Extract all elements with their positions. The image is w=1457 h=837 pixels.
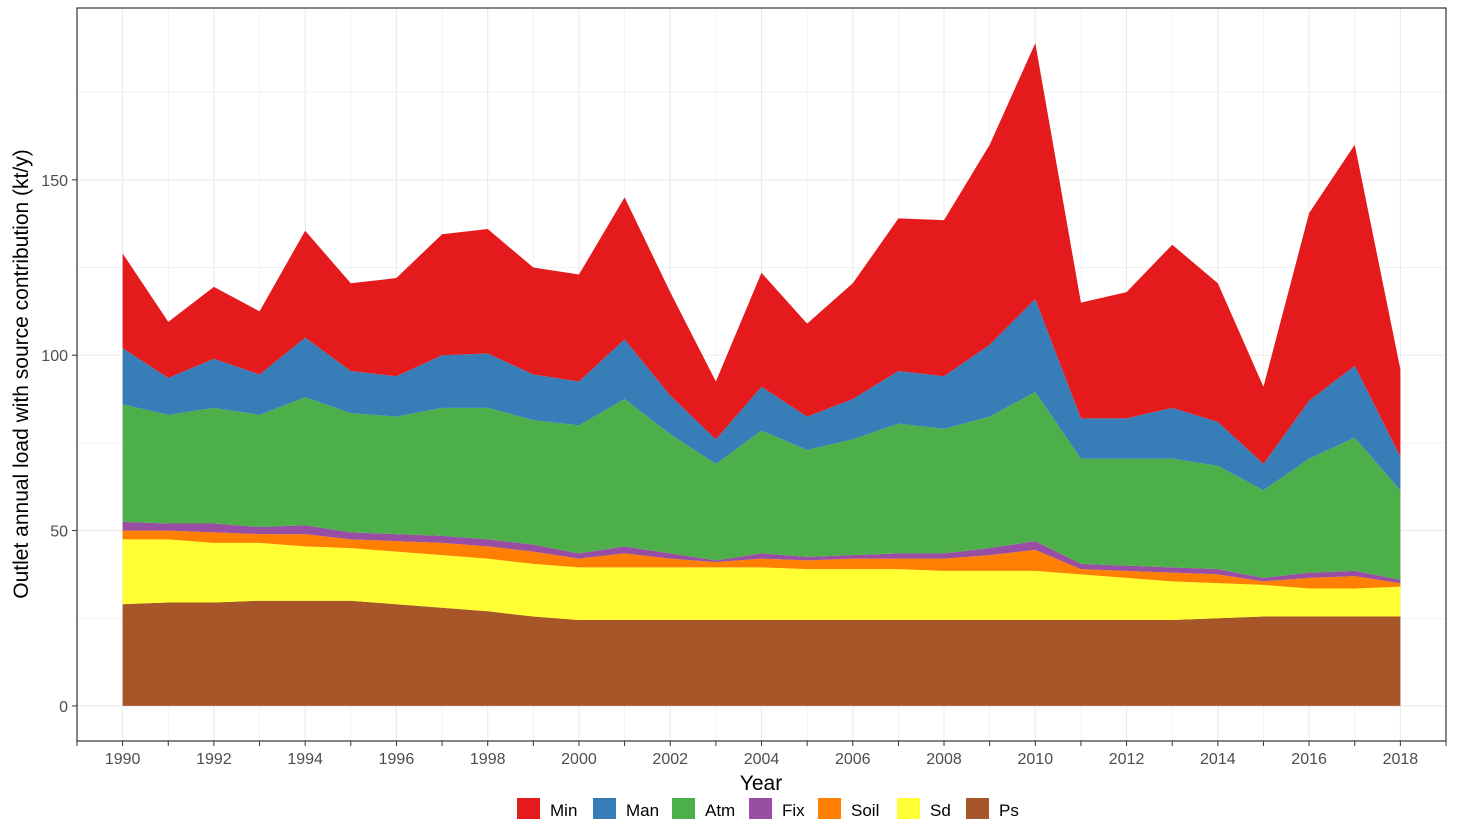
area-series-ps bbox=[122, 600, 1401, 706]
legend-item-fix: Fix bbox=[749, 798, 805, 820]
legend-swatch bbox=[897, 798, 920, 819]
x-tick-label: 2010 bbox=[1018, 751, 1054, 768]
legend-label: Atm bbox=[705, 801, 735, 820]
legend-item-ps: Ps bbox=[966, 798, 1019, 820]
area-series-man bbox=[122, 299, 1401, 491]
x-tick-label: 2018 bbox=[1383, 751, 1419, 768]
x-tick-label: 2000 bbox=[561, 751, 597, 768]
x-tick-label: 1990 bbox=[105, 751, 141, 768]
legend-label: Ps bbox=[999, 801, 1019, 820]
legend-label: Soil bbox=[851, 801, 879, 820]
legend-item-min: Min bbox=[517, 798, 577, 820]
x-tick-label: 2014 bbox=[1200, 751, 1236, 768]
legend-label: Min bbox=[550, 801, 577, 820]
x-tick-label: 2004 bbox=[744, 751, 780, 768]
x-axis-title: Year bbox=[740, 772, 782, 795]
legend-item-sd: Sd bbox=[897, 798, 951, 820]
x-tick-label: 1992 bbox=[196, 751, 232, 768]
y-axis-title: Outlet annual load with source contribut… bbox=[10, 149, 33, 598]
y-axis: 0 50 100 150 bbox=[41, 173, 77, 716]
area-series-fix bbox=[122, 521, 1401, 584]
legend-item-atm: Atm bbox=[672, 798, 735, 820]
y-tick-label: 150 bbox=[41, 173, 68, 190]
legend-swatch bbox=[517, 798, 540, 819]
x-tick-label: 2002 bbox=[652, 751, 688, 768]
legend-swatch bbox=[672, 798, 695, 819]
legend-swatch bbox=[593, 798, 616, 819]
legend-swatch bbox=[749, 798, 772, 819]
legend-label: Fix bbox=[782, 801, 805, 820]
legend-item-man: Man bbox=[593, 798, 659, 820]
area-series-soil bbox=[122, 530, 1401, 589]
y-tick-label: 0 bbox=[59, 699, 68, 716]
y-tick-label: 100 bbox=[41, 348, 68, 365]
x-tick-label: 1996 bbox=[379, 751, 415, 768]
x-tick-label: 1998 bbox=[470, 751, 506, 768]
area-series-sd bbox=[122, 539, 1401, 620]
area-series-atm bbox=[122, 392, 1401, 580]
x-tick-label: 2012 bbox=[1109, 751, 1145, 768]
x-tick-label: 2016 bbox=[1291, 751, 1327, 768]
legend-swatch bbox=[818, 798, 841, 819]
x-axis: 1990 1992 1994 1996 1998 2000 2002 2004 2006 2008… bbox=[76, 741, 1447, 768]
x-tick-label: 2006 bbox=[835, 751, 871, 768]
x-tick-label: 1994 bbox=[287, 751, 323, 768]
legend: Min Man Atm Fix Soil Sd Ps bbox=[517, 798, 1019, 820]
legend-swatch bbox=[966, 798, 989, 819]
y-tick-label: 50 bbox=[50, 524, 68, 541]
legend-label: Sd bbox=[930, 801, 951, 820]
area-series-layer bbox=[122, 43, 1401, 706]
legend-label: Man bbox=[626, 801, 659, 820]
x-tick-label: 2008 bbox=[926, 751, 962, 768]
area-series-min bbox=[122, 43, 1401, 464]
legend-item-soil: Soil bbox=[818, 798, 879, 820]
